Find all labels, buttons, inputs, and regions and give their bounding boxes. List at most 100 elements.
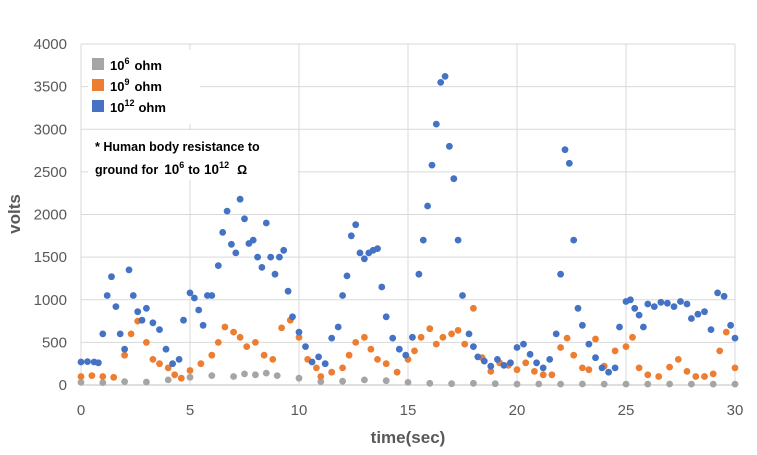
point-ohm_1e9 — [570, 351, 578, 359]
point-ohm_1e12 — [112, 303, 120, 310]
point-ohm_1e9 — [611, 347, 619, 355]
point-ohm_1e9 — [432, 340, 440, 348]
point-ohm_1e12 — [419, 236, 427, 244]
point-ohm_1e9 — [278, 324, 285, 332]
point-ohm_1e12 — [727, 321, 734, 329]
point-ohm_1e9 — [352, 339, 360, 346]
point-ohm_1e12 — [446, 142, 453, 150]
point-ohm_1e9 — [149, 356, 157, 363]
annotation-note: * Human body resistance to ground for 106… — [88, 130, 298, 180]
point-ohm_1e12 — [191, 294, 198, 302]
point-ohm_1e12 — [470, 343, 477, 350]
point-ohm_1e12 — [284, 287, 292, 295]
point-ohm_1e12 — [644, 300, 652, 308]
point-ohm_1e12 — [598, 364, 606, 372]
point-ohm_1e9 — [417, 333, 425, 341]
point-ohm_1e9 — [374, 356, 381, 363]
point-ohm_1e12 — [592, 354, 599, 362]
point-ohm_1e9 — [579, 364, 586, 372]
point-ohm_1e9 — [470, 304, 477, 312]
point-ohm_1e12 — [570, 236, 578, 244]
point-ohm_1e12 — [395, 345, 403, 353]
point-ohm_1e12 — [701, 308, 708, 316]
point-ohm_1e6 — [666, 380, 673, 388]
legend-label-1e6: 106 ohm — [110, 56, 162, 73]
y-tick-label: 1500 — [34, 249, 67, 266]
y-tick-label: 3000 — [34, 121, 67, 138]
point-ohm_1e12 — [432, 120, 440, 128]
point-ohm_1e12 — [249, 236, 257, 244]
point-ohm_1e12 — [134, 308, 142, 316]
point-ohm_1e12 — [258, 264, 266, 271]
point-ohm_1e12 — [507, 359, 514, 367]
point-ohm_1e12 — [208, 292, 216, 299]
point-ohm_1e9 — [295, 333, 303, 341]
point-ohm_1e12 — [720, 292, 728, 300]
point-ohm_1e9 — [345, 351, 353, 359]
legend-swatch-1e12 — [92, 100, 104, 112]
point-ohm_1e6 — [241, 370, 248, 378]
point-ohm_1e9 — [622, 343, 630, 350]
point-ohm_1e9 — [674, 356, 682, 363]
point-ohm_1e12 — [361, 255, 368, 263]
point-ohm_1e9 — [722, 328, 730, 336]
point-ohm_1e12 — [694, 310, 702, 318]
point-ohm_1e12 — [494, 356, 501, 363]
point-ohm_1e9 — [635, 364, 643, 372]
y-tick-label: 2000 — [34, 207, 67, 224]
x-axis-tick-labels: 0 5 10 15 20 25 30 — [77, 402, 744, 419]
point-ohm_1e9 — [317, 373, 325, 380]
x-tick-label: 10 — [291, 402, 308, 419]
point-ohm_1e12 — [454, 236, 462, 244]
point-ohm_1e12 — [616, 323, 623, 331]
legend: 106 ohm 109 ohm 1012 ohm — [88, 50, 200, 124]
point-ohm_1e12 — [707, 326, 715, 333]
point-ohm_1e9 — [186, 367, 194, 374]
point-ohm_1e9 — [171, 371, 179, 379]
point-ohm_1e6 — [535, 380, 543, 388]
point-ohm_1e12 — [520, 340, 527, 348]
point-ohm_1e12 — [664, 299, 671, 307]
point-ohm_1e9 — [644, 371, 652, 379]
point-ohm_1e12 — [352, 221, 360, 229]
point-ohm_1e9 — [367, 345, 375, 353]
x-axis-title: time(sec) — [371, 428, 446, 447]
point-ohm_1e12 — [214, 262, 222, 269]
point-ohm_1e9 — [448, 330, 455, 338]
point-ohm_1e12 — [424, 202, 431, 210]
point-ohm_1e12 — [526, 350, 534, 358]
point-ohm_1e9 — [260, 351, 268, 359]
point-ohm_1e9 — [454, 327, 462, 334]
point-ohm_1e9 — [592, 335, 599, 343]
annotation-background — [88, 130, 298, 180]
y-axis-title: volts — [5, 194, 24, 234]
point-ohm_1e12 — [103, 292, 111, 299]
point-ohm_1e12 — [585, 340, 593, 348]
point-ohm_1e9 — [393, 368, 401, 376]
point-ohm_1e12 — [487, 362, 495, 370]
point-ohm_1e12 — [228, 240, 235, 248]
point-ohm_1e9 — [177, 374, 185, 382]
point-ohm_1e6 — [252, 371, 259, 379]
point-ohm_1e9 — [563, 334, 571, 342]
point-ohm_1e6 — [382, 377, 390, 385]
point-ohm_1e12 — [731, 334, 739, 342]
y-tick-label: 2500 — [34, 164, 67, 181]
point-ohm_1e12 — [271, 270, 279, 278]
point-ohm_1e6 — [644, 380, 652, 388]
point-ohm_1e12 — [557, 270, 564, 278]
point-ohm_1e9 — [522, 359, 530, 367]
point-ohm_1e9 — [716, 347, 724, 355]
point-ohm_1e12 — [605, 368, 612, 376]
point-ohm_1e9 — [313, 364, 320, 372]
point-ohm_1e12 — [441, 73, 449, 80]
point-ohm_1e12 — [533, 359, 540, 367]
point-ohm_1e12 — [574, 304, 582, 312]
point-ohm_1e9 — [461, 340, 469, 348]
point-ohm_1e9 — [99, 373, 107, 380]
point-ohm_1e12 — [116, 330, 124, 338]
point-ohm_1e9 — [557, 344, 564, 351]
point-ohm_1e12 — [180, 316, 187, 324]
point-ohm_1e6 — [622, 380, 630, 388]
legend-background — [88, 50, 200, 124]
